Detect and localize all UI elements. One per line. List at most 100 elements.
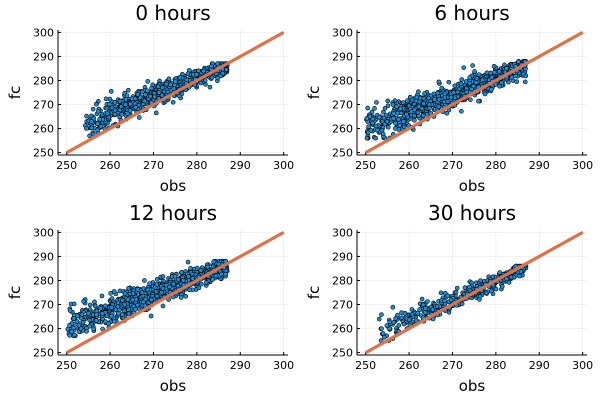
scatter-point: [459, 77, 465, 82]
scatter-point: [496, 69, 502, 74]
scatter-point: [80, 319, 86, 325]
scatter-point: [125, 87, 131, 93]
scatter-point: [464, 89, 469, 95]
scatter-point: [67, 308, 73, 313]
scatter-point: [207, 84, 213, 90]
scatter-point: [160, 274, 166, 279]
scatter-point: [391, 116, 396, 121]
scatter-point: [451, 90, 457, 95]
scatter-point: [136, 115, 142, 120]
scatter-point: [72, 332, 77, 338]
x-tick-label: 300: [273, 159, 294, 172]
scatter-point: [84, 126, 89, 131]
scatter-point: [156, 90, 162, 95]
scatter-point: [376, 316, 382, 322]
scatter-point: [387, 319, 393, 325]
x-tick-label: 280: [186, 359, 207, 372]
scatter-point: [171, 86, 177, 92]
x-axis-label: obs: [459, 377, 486, 395]
scatter-point: [401, 321, 407, 327]
scatter-point: [499, 80, 504, 85]
scatter-point: [419, 106, 425, 111]
scatter-point: [421, 96, 427, 101]
scatter-point: [76, 329, 82, 334]
scatter-point: [160, 286, 166, 291]
scatter-point: [369, 109, 375, 115]
scatter-point: [111, 319, 117, 324]
scatter-point: [393, 120, 398, 126]
scatter-point: [491, 64, 497, 69]
scatter-point: [86, 310, 91, 316]
scatter-point: [211, 259, 216, 265]
scatter-point: [128, 101, 133, 107]
scatter-point: [382, 105, 388, 111]
scatter-point: [467, 80, 473, 86]
scatter-point: [139, 290, 145, 295]
scatter-point: [459, 301, 465, 307]
x-tick-label: 270: [442, 359, 463, 372]
scatter-point: [71, 301, 77, 307]
scatter-point: [364, 135, 370, 141]
scatter-point: [488, 288, 494, 294]
scatter-point: [396, 117, 401, 122]
scatter-point: [154, 293, 160, 299]
scatter-point: [372, 106, 377, 111]
y-tick-label: 280: [33, 274, 54, 287]
scatter-point: [219, 271, 224, 277]
scatter-point: [87, 133, 92, 139]
scatter-point: [124, 93, 130, 99]
scatter-point: [148, 313, 154, 319]
scatter-point: [422, 91, 427, 96]
scatter-point: [120, 297, 125, 303]
scatter-point: [492, 70, 497, 75]
scatter-point: [99, 293, 105, 299]
scatter-point: [435, 90, 441, 96]
scatter-point: [93, 318, 99, 323]
x-tick-label: 260: [100, 159, 121, 172]
scatter-point: [108, 291, 113, 296]
scatter-point: [426, 102, 432, 107]
scatter-point: [153, 289, 159, 295]
scatter-point: [153, 110, 159, 116]
scatter-point: [223, 271, 228, 277]
scatter-point: [79, 312, 85, 317]
scatter-point: [120, 312, 125, 317]
scatter-point: [518, 269, 524, 274]
scatter-point: [65, 326, 71, 332]
scatter-point: [145, 88, 150, 94]
scatter-point: [163, 81, 169, 87]
scatter-point: [75, 313, 80, 319]
scatter-point: [420, 302, 426, 308]
scatter-point: [201, 68, 206, 74]
scatter-point: [426, 95, 431, 101]
scatter-point: [431, 91, 437, 97]
scatter-point: [409, 311, 415, 317]
y-tick-label: 250: [33, 347, 54, 360]
scatter-point: [438, 290, 444, 296]
scatter-point: [419, 296, 425, 302]
scatter-point: [98, 124, 104, 129]
scatter-point: [381, 115, 387, 121]
scatter-point: [106, 321, 111, 326]
scatter-point: [209, 63, 214, 69]
scatter-point: [213, 273, 219, 279]
scatter-point: [186, 274, 191, 279]
scatter-point: [453, 289, 459, 295]
scatter-point: [504, 66, 509, 71]
scatter-point: [126, 311, 132, 317]
scatter-point: [95, 109, 101, 114]
scatter-point: [401, 119, 406, 124]
scatter-point: [117, 98, 123, 104]
scatter-point: [490, 274, 496, 280]
scatter-point: [93, 101, 99, 107]
y-tick-label: 270: [33, 99, 54, 112]
y-tick-label: 250: [33, 147, 54, 160]
y-tick-label: 270: [332, 299, 353, 312]
scatter-point: [402, 310, 408, 316]
scatter-point: [474, 76, 480, 81]
scatter-point: [105, 111, 110, 116]
scatter-point: [508, 274, 514, 280]
scatter-point: [116, 311, 121, 316]
scatter-point: [71, 316, 77, 321]
x-tick-label: 260: [100, 359, 121, 372]
